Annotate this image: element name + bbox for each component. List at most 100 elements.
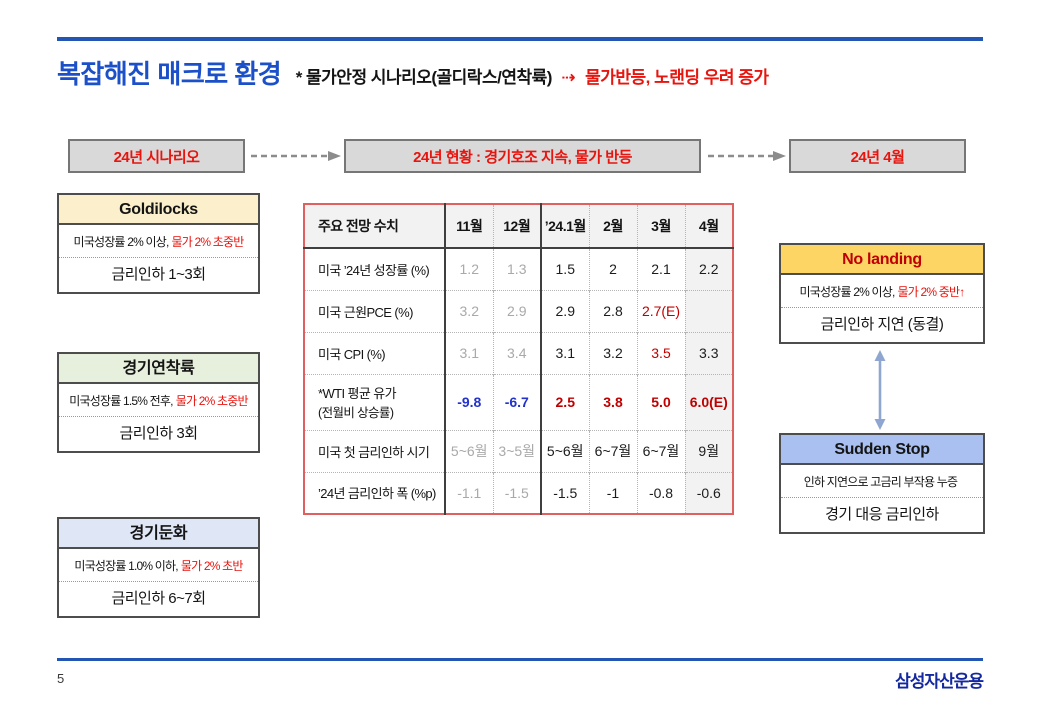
table-cell: -1.5 (540, 471, 589, 514)
scenario-card-slowdown: 경기둔화 미국성장률 1.0% 이하, 물가 2% 초반 금리인하 6~7회 (57, 517, 260, 618)
table-corner-header: 주요 전망 수치 (304, 204, 445, 248)
table-cell: 2.1 (636, 248, 685, 290)
page-title: 복잡해진 매크로 환경 (57, 59, 282, 89)
table-cell: 3.4 (492, 331, 541, 374)
condition-highlight: 물가 2% 초중반 (171, 234, 245, 249)
card-header: Goldilocks (59, 195, 258, 225)
flow-box-current: 24년 현황 : 경기호조 지속, 물가 반등 (344, 139, 701, 173)
table-cell: 2.5 (540, 373, 589, 430)
table-cell: -1 (588, 471, 637, 514)
table-cell: 3.5 (636, 331, 685, 374)
table-cell: 3.1 (540, 331, 589, 374)
table-cell: 3.2 (444, 289, 493, 332)
table-cell: 3.2 (588, 331, 637, 374)
table-cell: 2.8 (588, 289, 637, 332)
card-condition: 인하 지연으로 고금리 부작용 누증 (781, 465, 983, 498)
table-row: ’24년 금리인하 폭 (%p) -1.1 -1.5 -1.5 -1 -0.8 -0.6 (304, 471, 733, 514)
forecast-table: 주요 전망 수치 11월 12월 ’24.1월 2월 3월 4월 미국 ’24년 성장률 (%… (303, 203, 734, 515)
card-header: 경기연착륙 (59, 354, 258, 384)
table-cell: 2.2 (684, 248, 733, 290)
company-logo: 삼성자산운용 (895, 672, 984, 691)
card-action: 금리인하 1~3회 (111, 266, 206, 283)
table-cell: 5.0 (636, 373, 685, 430)
dashed-arrow-icon (708, 151, 786, 161)
table-cell: 1.2 (444, 248, 493, 290)
dashed-arrow-glyph: ⇢ (561, 68, 576, 87)
condition-text: 인하 지연으로 고금리 부작용 누증 (803, 474, 958, 489)
table-cell: 3.3 (684, 331, 733, 374)
card-action: 금리인하 지연 (동결) (820, 316, 944, 333)
flow-box-scenario: 24년 시나리오 (68, 139, 245, 173)
card-header: 경기둔화 (59, 519, 258, 549)
condition-highlight: 물가 2% 초중반 (175, 393, 249, 408)
table-month-header: 12월 (492, 204, 541, 248)
table-cell: -9.8 (444, 373, 493, 430)
card-condition: 미국성장률 1.0% 이하, 물가 2% 초반 (59, 549, 258, 582)
table-row-label: 미국 ’24년 성장률 (%) (318, 262, 430, 278)
scenario-card-softlanding: 경기연착륙 미국성장률 1.5% 전후, 물가 2% 초중반 금리인하 3회 (57, 352, 260, 453)
scenario-card-nolanding: No landing 미국성장률 2% 이상, 물가 2% 중반↑ 금리인하 지… (779, 243, 985, 344)
table-cell: -0.8 (636, 471, 685, 514)
table-cell: 6.0(E) (684, 373, 733, 430)
card-condition: 미국성장률 2% 이상, 물가 2% 중반↑ (781, 275, 983, 308)
card-action: 금리인하 6~7회 (111, 590, 206, 607)
table-row-label: 미국 근원PCE (%) (304, 289, 445, 332)
table-cell: 6~7월 (588, 429, 637, 472)
table-cell: 2.9 (492, 289, 541, 332)
table-month-header: 4월 (684, 204, 733, 248)
condition-highlight: 물가 2% 초반 (180, 558, 244, 573)
flow-box-label: 24년 현황 : 경기호조 지속, 물가 반등 (413, 148, 632, 166)
table-row: *WTI 평균 유가 (전월비 상승률) -9.8 -6.7 2.5 3.8 5.0 6.0(… (304, 373, 733, 430)
table-cell: 1.5 (540, 248, 589, 290)
table-row: 미국 첫 금리인하 시기 5~6월 3~5월 5~6월 6~7월 6~7월 9월 (304, 429, 733, 472)
table-row-label: ’24년 금리인하 폭 (%p) (304, 471, 445, 514)
table-cell: 2 (588, 248, 637, 290)
condition-text: 미국성장률 1.5% 전후, (69, 393, 173, 408)
table-month-header: 3월 (636, 204, 685, 248)
table-cell: 5~6월 (444, 429, 493, 472)
table-month-header: ’24.1월 (540, 204, 589, 248)
flow-box-label: 24년 시나리오 (113, 148, 200, 166)
card-header: No landing (781, 245, 983, 275)
condition-text: 미국성장률 2% 이상, (73, 234, 169, 249)
table-row-label: 미국 CPI (%) (304, 331, 445, 374)
bottom-rule (57, 658, 983, 661)
condition-text: 미국성장률 2% 이상, (799, 284, 895, 299)
table-cell: 9월 (684, 429, 733, 472)
table-cell: -1.5 (492, 471, 541, 514)
card-action: 경기 대응 금리인하 (825, 506, 939, 523)
table-cell (684, 289, 733, 332)
card-action: 금리인하 3회 (119, 425, 198, 442)
double-arrow-icon (874, 350, 886, 430)
dashed-arrow-icon (251, 151, 341, 161)
title-subtitle-highlight: 물가반등, 노랜딩 우려 증가 (585, 68, 769, 87)
card-condition: 미국성장률 1.5% 전후, 물가 2% 초중반 (59, 384, 258, 417)
title-block: 복잡해진 매크로 환경 * 물가안정 시나리오(골디락스/연착륙) ⇢ 물가반등… (57, 54, 1007, 91)
flow-box-label: 24년 4월 (850, 148, 905, 166)
table-cell: 5~6월 (540, 429, 589, 472)
flow-box-april: 24년 4월 (789, 139, 966, 173)
table-row-label: 미국 첫 금리인하 시기 (304, 429, 445, 472)
table-month-header: 2월 (588, 204, 637, 248)
table-cell: 3.1 (444, 331, 493, 374)
table-cell: -6.7 (492, 373, 541, 430)
table-cell: 2.9 (540, 289, 589, 332)
card-condition: 미국성장률 2% 이상, 물가 2% 초중반 (59, 225, 258, 258)
table-cell: 6~7월 (636, 429, 685, 472)
title-subtitle: * 물가안정 시나리오(골디락스/연착륙) (295, 68, 553, 87)
table-cell: 3~5월 (492, 429, 541, 472)
table-cell: -1.1 (444, 471, 493, 514)
table-row-label: *WTI 평균 유가 (전월비 상승률) (304, 373, 445, 430)
table-row: 미국 근원PCE (%) 3.2 2.9 2.9 2.8 2.7(E) (304, 289, 733, 332)
condition-highlight: 물가 2% 중반↑ (897, 284, 966, 299)
table-row: 미국 ’24년 성장률 (%) 1.2 1.3 1.5 2 2.1 2.2 (304, 248, 733, 290)
condition-text: 미국성장률 1.0% 이하, (74, 558, 178, 573)
table-cell: -0.6 (684, 471, 733, 514)
table-cell: 3.8 (588, 373, 637, 430)
scenario-card-goldilocks: Goldilocks 미국성장률 2% 이상, 물가 2% 초중반 금리인하 1… (57, 193, 260, 294)
table-cell: 1.3 (492, 248, 541, 290)
page-number: 5 (57, 671, 65, 686)
table-row: 미국 CPI (%) 3.1 3.4 3.1 3.2 3.5 3.3 (304, 331, 733, 374)
scenario-card-suddenstop: Sudden Stop 인하 지연으로 고금리 부작용 누증 경기 대응 금리인… (779, 433, 985, 534)
